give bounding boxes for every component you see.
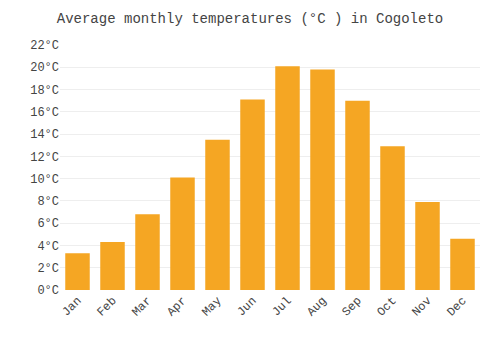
svg-text:Average monthly temperatures (: Average monthly temperatures (°C ) in Co… (57, 11, 443, 27)
svg-text:Feb: Feb (94, 294, 119, 319)
svg-text:4°C: 4°C (37, 240, 59, 254)
svg-text:Sep: Sep (339, 294, 364, 319)
svg-text:8°C: 8°C (37, 195, 59, 209)
svg-text:Aug: Aug (304, 294, 329, 319)
svg-text:22°C: 22°C (30, 39, 59, 53)
svg-text:Mar: Mar (129, 294, 154, 319)
svg-text:20°C: 20°C (30, 61, 59, 75)
svg-text:Nov: Nov (409, 294, 434, 319)
svg-text:May: May (199, 294, 224, 319)
svg-text:0°C: 0°C (37, 284, 59, 298)
svg-text:Apr: Apr (164, 294, 189, 319)
svg-text:12°C: 12°C (30, 151, 59, 165)
svg-text:2°C: 2°C (37, 262, 59, 276)
svg-text:Jun: Jun (234, 294, 259, 319)
svg-text:Jan: Jan (59, 294, 84, 319)
svg-text:16°C: 16°C (30, 106, 59, 120)
svg-text:6°C: 6°C (37, 217, 59, 231)
svg-text:10°C: 10°C (30, 173, 59, 187)
svg-text:Jul: Jul (269, 294, 294, 319)
svg-text:14°C: 14°C (30, 128, 59, 142)
svg-text:Oct: Oct (374, 294, 399, 319)
svg-text:Dec: Dec (444, 294, 469, 319)
svg-text:18°C: 18°C (30, 84, 59, 98)
